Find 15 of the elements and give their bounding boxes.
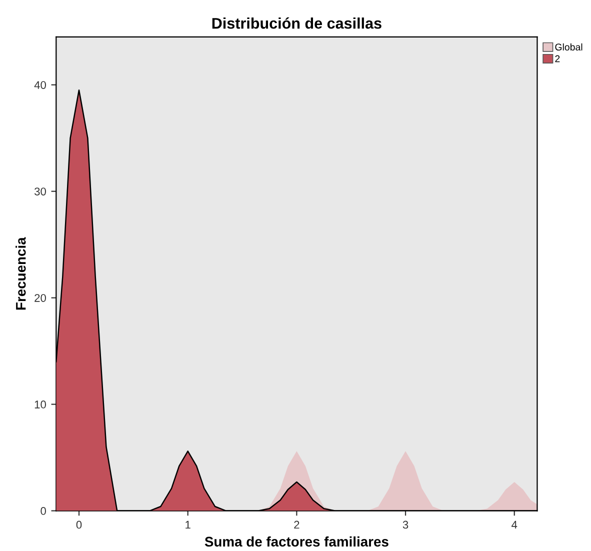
legend-label: Global	[555, 43, 582, 51]
y-tick-label: 30	[34, 188, 46, 196]
y-axis-title: Frecuencia	[16, 237, 26, 310]
x-tick-label: 2	[294, 520, 300, 529]
x-tick-label: 1	[186, 520, 190, 529]
y-tick-label: 10	[34, 400, 46, 408]
legend-label: 2	[555, 55, 560, 62]
y-tick-label: 40	[34, 81, 46, 89]
x-axis-title: Suma de factores familiares	[204, 536, 388, 547]
x-tick-label: 4	[512, 520, 518, 529]
x-tick-label: 3	[402, 520, 408, 529]
chart-title: Distribución de casillas	[212, 17, 382, 29]
y-tick-label: 0	[40, 507, 46, 515]
y-tick-label: 20	[34, 294, 46, 302]
x-tick-label: 0	[76, 520, 82, 529]
